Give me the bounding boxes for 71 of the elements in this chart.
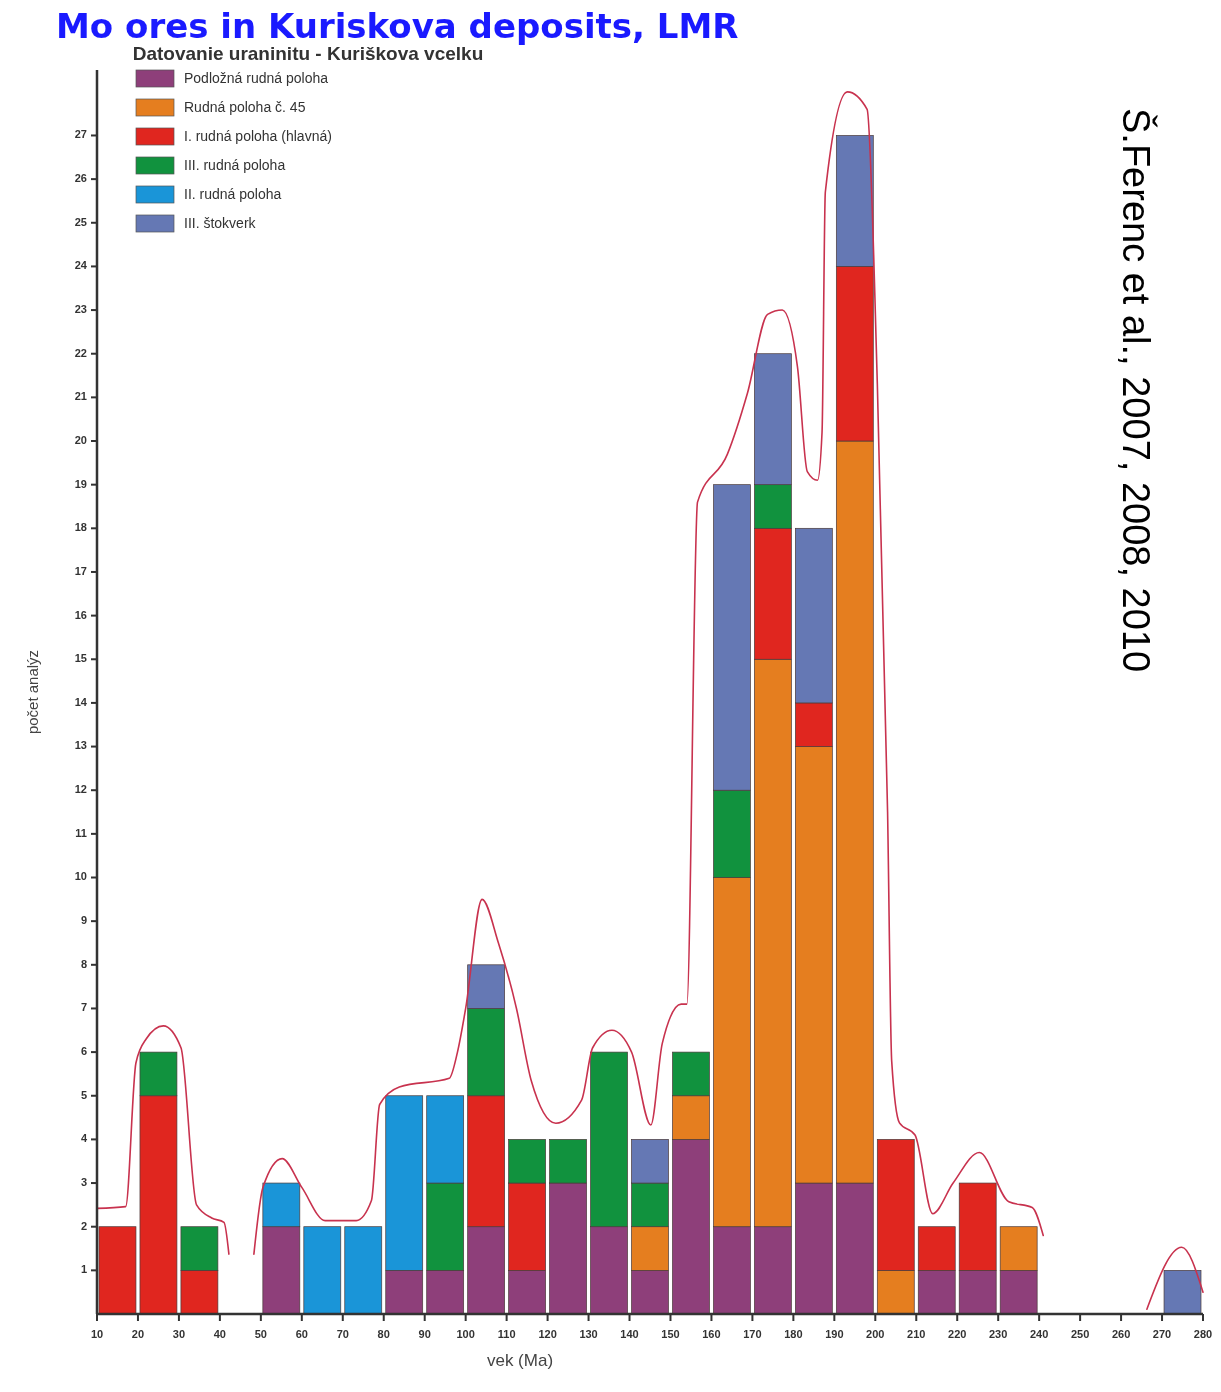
x-tick-label: 50 [254, 1328, 267, 1340]
y-tick-label: 23 [74, 302, 87, 315]
x-tick-label: 130 [579, 1328, 598, 1340]
y-tick-label: 21 [74, 390, 87, 403]
x-tick-label: 230 [989, 1328, 1008, 1340]
bar [1163, 1270, 1202, 1315]
x-tick-label: 140 [620, 1328, 639, 1340]
x-tick-label: 190 [825, 1328, 844, 1340]
y-tick-label: 20 [74, 433, 87, 446]
x-tick-label: 80 [377, 1328, 390, 1340]
x-tick-label: 30 [172, 1328, 186, 1340]
y-tick-label: 16 [74, 608, 87, 621]
y-tick-label: 18 [74, 521, 87, 534]
x-tick-label: 200 [866, 1328, 885, 1340]
x-tick-label: 210 [907, 1328, 926, 1340]
y-tick-label: 6 [80, 1045, 87, 1058]
y-tick-label: 8 [80, 957, 87, 970]
y-tick-label: 4 [80, 1132, 88, 1145]
y-tick-label: 7 [80, 1001, 87, 1014]
legend-label: Podložná rudná poloha [184, 69, 329, 86]
y-tick-label: 14 [74, 695, 88, 708]
y-tick-label: 2 [80, 1219, 87, 1232]
x-tick-label: 150 [661, 1328, 680, 1340]
x-tick-label: 160 [702, 1328, 721, 1340]
x-tick-label: 10 [90, 1328, 104, 1340]
chart-title: Datovanie uraninitu - Kuriškova vcelku [132, 43, 484, 64]
y-tick-label: 15 [74, 652, 87, 665]
legend-label: Rudná poloha č. 45 [184, 98, 306, 115]
x-axis-title: vek (Ma) [486, 1351, 554, 1370]
x-tick-label: 250 [1070, 1328, 1090, 1340]
x-tick-label: 170 [743, 1328, 762, 1340]
y-tick-label: 25 [74, 215, 87, 228]
y-tick-label: 17 [74, 564, 87, 577]
y-tick-label: 5 [80, 1088, 87, 1101]
bar [98, 1226, 137, 1315]
y-tick-label: 22 [74, 346, 87, 359]
x-tick-label: 60 [295, 1328, 308, 1340]
y-tick-label: 24 [74, 259, 88, 272]
x-tick-label: 260 [1111, 1328, 1131, 1340]
x-tick-label: 270 [1152, 1328, 1172, 1340]
x-tick-label: 220 [948, 1328, 967, 1340]
line-series [96, 1025, 230, 1255]
x-tick-label: 110 [497, 1328, 516, 1340]
y-tick-label: 9 [80, 914, 87, 927]
y-tick-label: 13 [74, 739, 87, 752]
annotation: Š.Ferenc et al., 2007, 2008, 2010 [1114, 108, 1158, 673]
x-tick-label: 40 [213, 1328, 227, 1340]
y-tick-label: 26 [74, 172, 87, 185]
x-tick-label: 20 [131, 1328, 145, 1340]
legend-label: III. štokverk [184, 214, 257, 231]
bar [344, 1226, 383, 1315]
x-tick-label: 100 [456, 1328, 475, 1340]
y-tick-label: 11 [75, 826, 87, 839]
text: Mo ores in Kuriskova deposits, LMR [56, 5, 739, 46]
y-tick-label: 10 [74, 870, 87, 883]
y-tick-label: 12 [74, 783, 87, 796]
y-axis-title: počet analýz [24, 649, 41, 735]
x-tick-label: 280 [1193, 1328, 1213, 1340]
y-tick-label: 3 [80, 1175, 87, 1188]
y-tick-label: 27 [74, 128, 87, 141]
bar [303, 1226, 342, 1315]
x-tick-label: 120 [538, 1328, 557, 1340]
x-tick-label: 70 [336, 1328, 349, 1340]
legend-label: II. rudná poloha [184, 185, 282, 202]
y-tick-label: 1 [80, 1263, 87, 1276]
legend-label: I. rudná poloha (hlavná) [184, 127, 332, 144]
legend-label: III. rudná poloha [184, 156, 286, 173]
x-tick-label: 240 [1029, 1328, 1049, 1340]
y-tick-label: 19 [74, 477, 87, 490]
x-tick-label: 180 [784, 1328, 803, 1340]
x-tick-label: 90 [418, 1328, 431, 1340]
